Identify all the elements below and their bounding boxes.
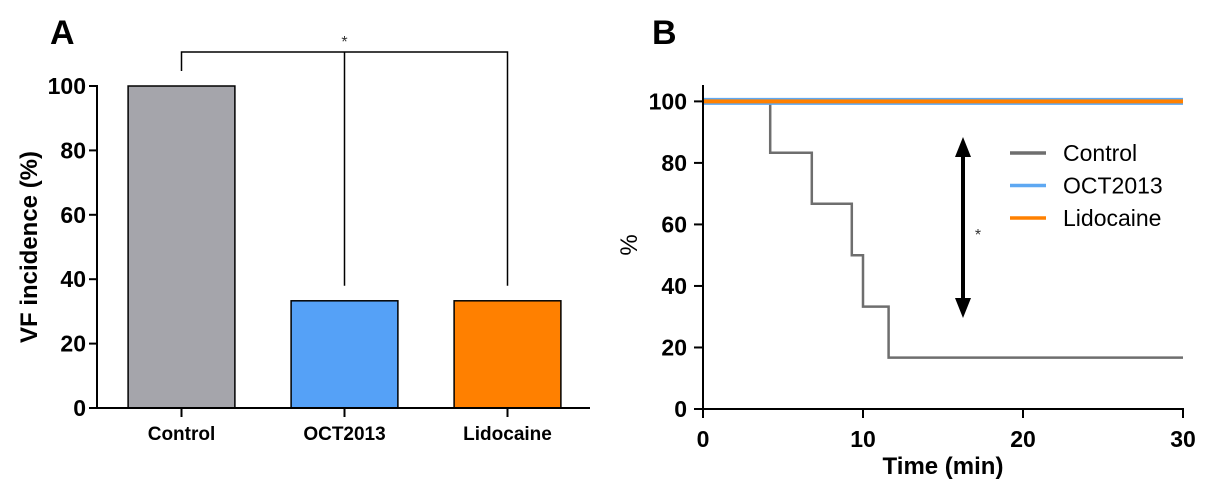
x-tick-label: 0 xyxy=(697,426,710,452)
panel-b-plot-area: 0 10 20 30 0 20 40 60 80 100 xyxy=(649,85,1196,452)
legend-label: Control xyxy=(1063,140,1137,166)
legend-item-control: Control xyxy=(1010,140,1137,166)
y-tick-label: 60 xyxy=(661,211,687,237)
y-tick-label: 0 xyxy=(674,396,687,422)
panel-b-line-chart: B % Time (min) 0 10 20 30 0 20 40 60 80 100 Contr… xyxy=(616,14,1196,480)
panel-label-a: A xyxy=(50,14,75,52)
y-tick-label: 40 xyxy=(661,273,687,299)
y-tick-label: 100 xyxy=(649,88,687,114)
y-axis-title-a: VF incidence (%) xyxy=(16,151,43,343)
y-tick-label: 60 xyxy=(60,202,86,228)
x-tick-label: OCT2013 xyxy=(303,424,385,445)
arrow-head-down xyxy=(955,298,971,318)
bar-lidocaine xyxy=(453,300,562,409)
arrow-head-up xyxy=(955,137,971,157)
legend-item-oct2013: OCT2013 xyxy=(1010,173,1163,199)
significance-bracket xyxy=(180,51,509,286)
legend-label: Lidocaine xyxy=(1063,205,1161,231)
y-tick-label: 40 xyxy=(60,266,86,292)
panel-a-plot-area: Control OCT2013 Lidocaine 0 20 40 60 80 100 xyxy=(48,51,590,445)
legend-label: OCT2013 xyxy=(1063,173,1163,199)
x-tick-label: Lidocaine xyxy=(463,424,552,445)
x-tick-label: 30 xyxy=(1170,426,1196,452)
y-tick-label: 20 xyxy=(661,335,687,361)
legend-item-lidocaine: Lidocaine xyxy=(1010,205,1161,231)
y-tick-label: 80 xyxy=(661,150,687,176)
series-line-control xyxy=(703,100,1183,359)
y-tick-label: 20 xyxy=(60,331,86,357)
x-tick-label: 20 xyxy=(1010,426,1036,452)
legend: Control OCT2013 Lidocaine xyxy=(1010,140,1163,231)
panel-a-bar-chart: A VF incidence (%) Control OCT2013 Lidocai… xyxy=(16,14,590,445)
bar-oct2013 xyxy=(290,300,399,409)
bar-control xyxy=(127,85,236,409)
significance-star-a: * xyxy=(341,34,347,51)
x-tick-label: Control xyxy=(148,424,216,445)
y-axis-title-b: % xyxy=(616,234,643,255)
x-axis-title-b: Time (min) xyxy=(883,453,1004,480)
significance-double-arrow xyxy=(955,137,971,318)
y-tick-label: 0 xyxy=(73,395,86,421)
significance-star-b: * xyxy=(975,227,981,244)
x-tick-label: 10 xyxy=(850,426,876,452)
y-tick-label: 100 xyxy=(48,73,86,99)
panel-label-b: B xyxy=(652,14,677,52)
y-tick-label: 80 xyxy=(60,137,86,163)
